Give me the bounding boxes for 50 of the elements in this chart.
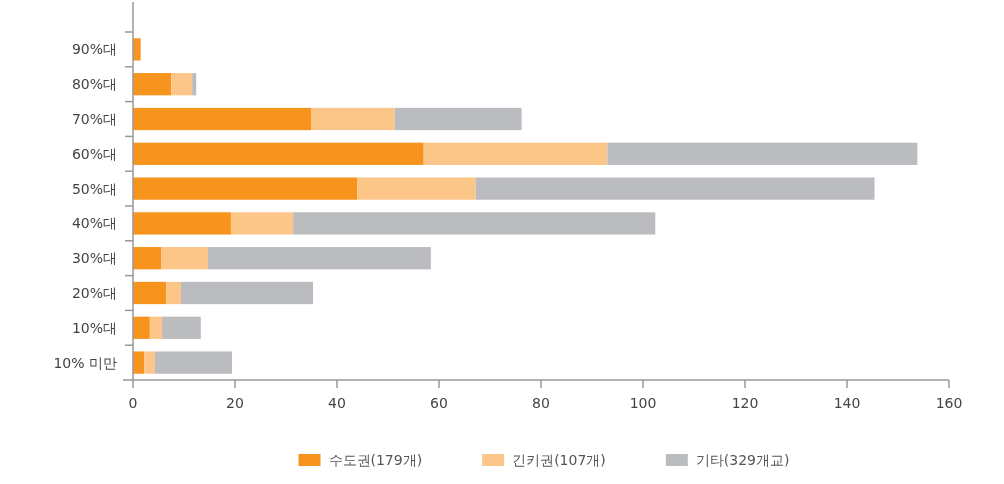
- bar: [192, 73, 197, 96]
- y-tick-label: 60%대: [71, 145, 117, 162]
- y-tick-label: 10% 미만: [53, 354, 117, 371]
- bar: [166, 281, 181, 305]
- x-tick-label: 80: [532, 395, 550, 411]
- bar: [423, 142, 608, 165]
- bar: [133, 177, 358, 200]
- bar: [133, 212, 231, 235]
- bar: [133, 247, 162, 270]
- bar: [133, 281, 167, 305]
- bar: [149, 316, 163, 339]
- bar: [133, 316, 150, 339]
- x-tick-label: 60: [430, 395, 448, 411]
- x-tick-label: 0: [128, 395, 138, 411]
- y-tick-label: 10%대: [71, 319, 117, 336]
- bar: [607, 142, 918, 165]
- bar: [154, 351, 232, 374]
- y-tick-label: 70%대: [71, 111, 117, 127]
- bar: [475, 177, 875, 200]
- y-tick-label: 30%대: [71, 250, 117, 267]
- bar: [133, 107, 312, 131]
- bar: [293, 212, 656, 235]
- x-tick-label: 160: [935, 395, 963, 411]
- bar: [394, 107, 522, 131]
- bar: [133, 142, 424, 165]
- y-tick-label: 50%대: [71, 180, 117, 197]
- bar: [230, 212, 294, 235]
- bar: [144, 351, 155, 374]
- y-tick-label: 80%대: [71, 76, 117, 93]
- bar: [162, 316, 201, 339]
- x-tick-label: 20: [226, 395, 244, 411]
- x-tick-label: 140: [833, 395, 861, 411]
- bar: [133, 73, 172, 96]
- bar: [207, 247, 431, 270]
- x-tick-label: 40: [328, 395, 346, 411]
- y-tick-label: 20%대: [71, 285, 117, 301]
- bar: [180, 281, 314, 305]
- bar: [357, 177, 476, 200]
- bar: [133, 38, 141, 61]
- y-tick-label: 90%대: [71, 41, 117, 58]
- legend-label: 긴키권(107개): [512, 452, 606, 468]
- bar: [311, 107, 395, 131]
- bar: [161, 247, 208, 270]
- y-tick-label: 40%대: [71, 215, 117, 232]
- x-tick-label: 100: [629, 395, 657, 411]
- legend-label: 기타(329개교): [695, 452, 790, 468]
- bar: [171, 73, 193, 96]
- bar: [133, 351, 145, 374]
- legend-label: 수도권(179개): [328, 452, 423, 468]
- x-tick-label: 120: [731, 395, 759, 411]
